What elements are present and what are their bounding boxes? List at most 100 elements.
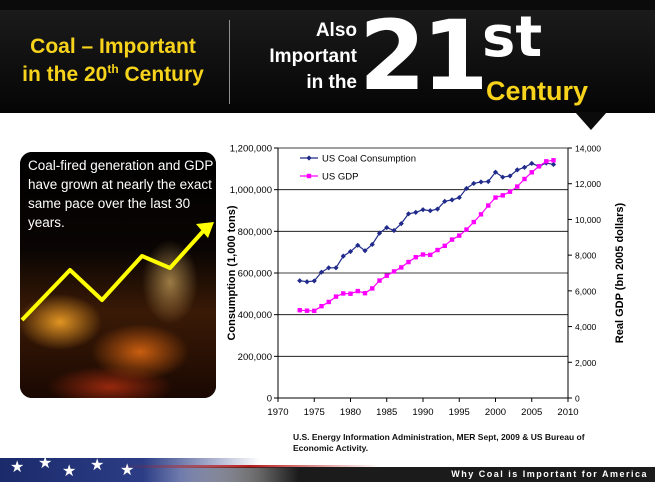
data-point xyxy=(318,269,325,275)
data-point xyxy=(486,203,491,208)
data-point xyxy=(370,286,375,291)
data-point xyxy=(297,307,302,313)
data-point xyxy=(312,308,317,314)
data-point xyxy=(471,180,477,187)
data-point xyxy=(399,265,404,270)
data-point xyxy=(297,278,303,284)
big-suffix: st xyxy=(482,5,543,70)
footer-red-stripe xyxy=(120,465,380,468)
y2-tick-label: 2,000 xyxy=(575,358,597,368)
x-tick-label: 2010 xyxy=(557,407,578,418)
data-point xyxy=(500,193,505,198)
data-point xyxy=(544,159,549,164)
banner-notch xyxy=(575,112,607,130)
data-point xyxy=(384,224,390,231)
chart-svg: 0 200,000 400,000 600,000 800,000 1,000,000 1,… xyxy=(226,144,626,419)
y2-tick-label: 12,000 xyxy=(575,179,601,189)
banner-background xyxy=(0,10,655,113)
star-icon: ★ xyxy=(90,457,105,474)
data-point xyxy=(449,197,455,203)
x-tick-label: 1975 xyxy=(304,407,325,418)
left-title-sup: th xyxy=(107,62,119,76)
data-point xyxy=(355,242,361,248)
data-point xyxy=(507,189,513,194)
data-point xyxy=(500,174,506,180)
data-point xyxy=(413,209,419,215)
also-line2: Important xyxy=(269,46,357,67)
data-point xyxy=(326,299,331,305)
x-tick-label: 1995 xyxy=(449,407,470,418)
data-point xyxy=(413,254,418,260)
data-point xyxy=(348,291,353,296)
data-point xyxy=(377,278,382,283)
data-point xyxy=(428,252,433,258)
data-point xyxy=(442,243,447,249)
data-point xyxy=(522,176,527,182)
y2-tick-label: 8,000 xyxy=(575,251,597,261)
data-point xyxy=(420,252,426,257)
data-point xyxy=(456,194,462,201)
data-point xyxy=(304,279,310,285)
data-point xyxy=(340,253,346,259)
x-tick-label: 2000 xyxy=(485,407,506,418)
big-number: 21 xyxy=(359,0,489,112)
title-banner: Coal – Important in the 20th Century Als… xyxy=(0,0,655,113)
data-point xyxy=(551,158,556,163)
legend-label: US Coal Consumption xyxy=(322,154,416,165)
data-point xyxy=(376,230,383,236)
data-point xyxy=(521,164,528,170)
data-point xyxy=(478,179,484,185)
data-point xyxy=(515,184,520,189)
callout-box: Coal-fired generation and GDP have grown… xyxy=(20,152,216,398)
data-point xyxy=(369,241,375,248)
data-point xyxy=(463,185,470,192)
data-point xyxy=(319,303,324,309)
left-title-line1: Coal – Important xyxy=(30,35,196,58)
source-note: U.S. Energy Information Administration, … xyxy=(293,432,585,453)
chart: 0 200,000 400,000 600,000 800,000 1,000,000 1,… xyxy=(222,140,652,440)
legend-marker xyxy=(306,173,312,179)
x-tick-label: 1970 xyxy=(267,407,288,418)
data-point xyxy=(420,207,426,213)
data-point xyxy=(362,248,368,254)
data-point xyxy=(464,227,469,232)
century-label: Century xyxy=(486,76,589,106)
footer-bar xyxy=(180,467,655,482)
data-point xyxy=(529,160,535,167)
series-line xyxy=(299,159,554,312)
left-title-line2: in the 20th Century xyxy=(8,61,218,89)
y-axis-label: Consumption (1,000 tons) xyxy=(226,205,238,340)
star-icon: ★ xyxy=(62,463,77,480)
data-point xyxy=(427,208,433,214)
data-point xyxy=(341,291,346,296)
also-important-text: Also Important in the xyxy=(237,18,357,96)
also-line1: Also xyxy=(315,20,357,41)
callout-text: Coal-fired generation and GDP have grown… xyxy=(28,158,214,230)
data-point xyxy=(398,221,404,227)
y2-axis-label: Real GDP (bn 2005 dollars) xyxy=(614,202,626,343)
x-tick-label: 1990 xyxy=(412,407,433,418)
y2-tick-label: 4,000 xyxy=(575,322,597,332)
growth-arrow-icon xyxy=(20,222,214,322)
data-point xyxy=(347,248,354,255)
legend-label: US GDP xyxy=(322,172,358,183)
y2-tick-label: 0 xyxy=(575,394,580,404)
data-point xyxy=(333,294,339,299)
title-divider xyxy=(229,20,230,104)
data-point xyxy=(507,173,513,179)
y2-tick-label: 14,000 xyxy=(575,144,601,154)
star-icon: ★ xyxy=(38,455,53,472)
data-point xyxy=(384,273,389,278)
data-point xyxy=(391,269,397,274)
legend-marker xyxy=(306,155,312,161)
y2-tick-label: 6,000 xyxy=(575,286,597,296)
data-point xyxy=(529,170,534,175)
data-point xyxy=(449,237,455,242)
data-point xyxy=(333,265,339,271)
x-tick-label: 2005 xyxy=(521,407,542,418)
y2-tick-label: 10,000 xyxy=(575,215,601,225)
city-lights-photo xyxy=(20,152,216,398)
footer-text: Why Coal is Important for America xyxy=(451,469,648,479)
data-point xyxy=(326,265,332,271)
also-line3: in the xyxy=(306,72,357,93)
